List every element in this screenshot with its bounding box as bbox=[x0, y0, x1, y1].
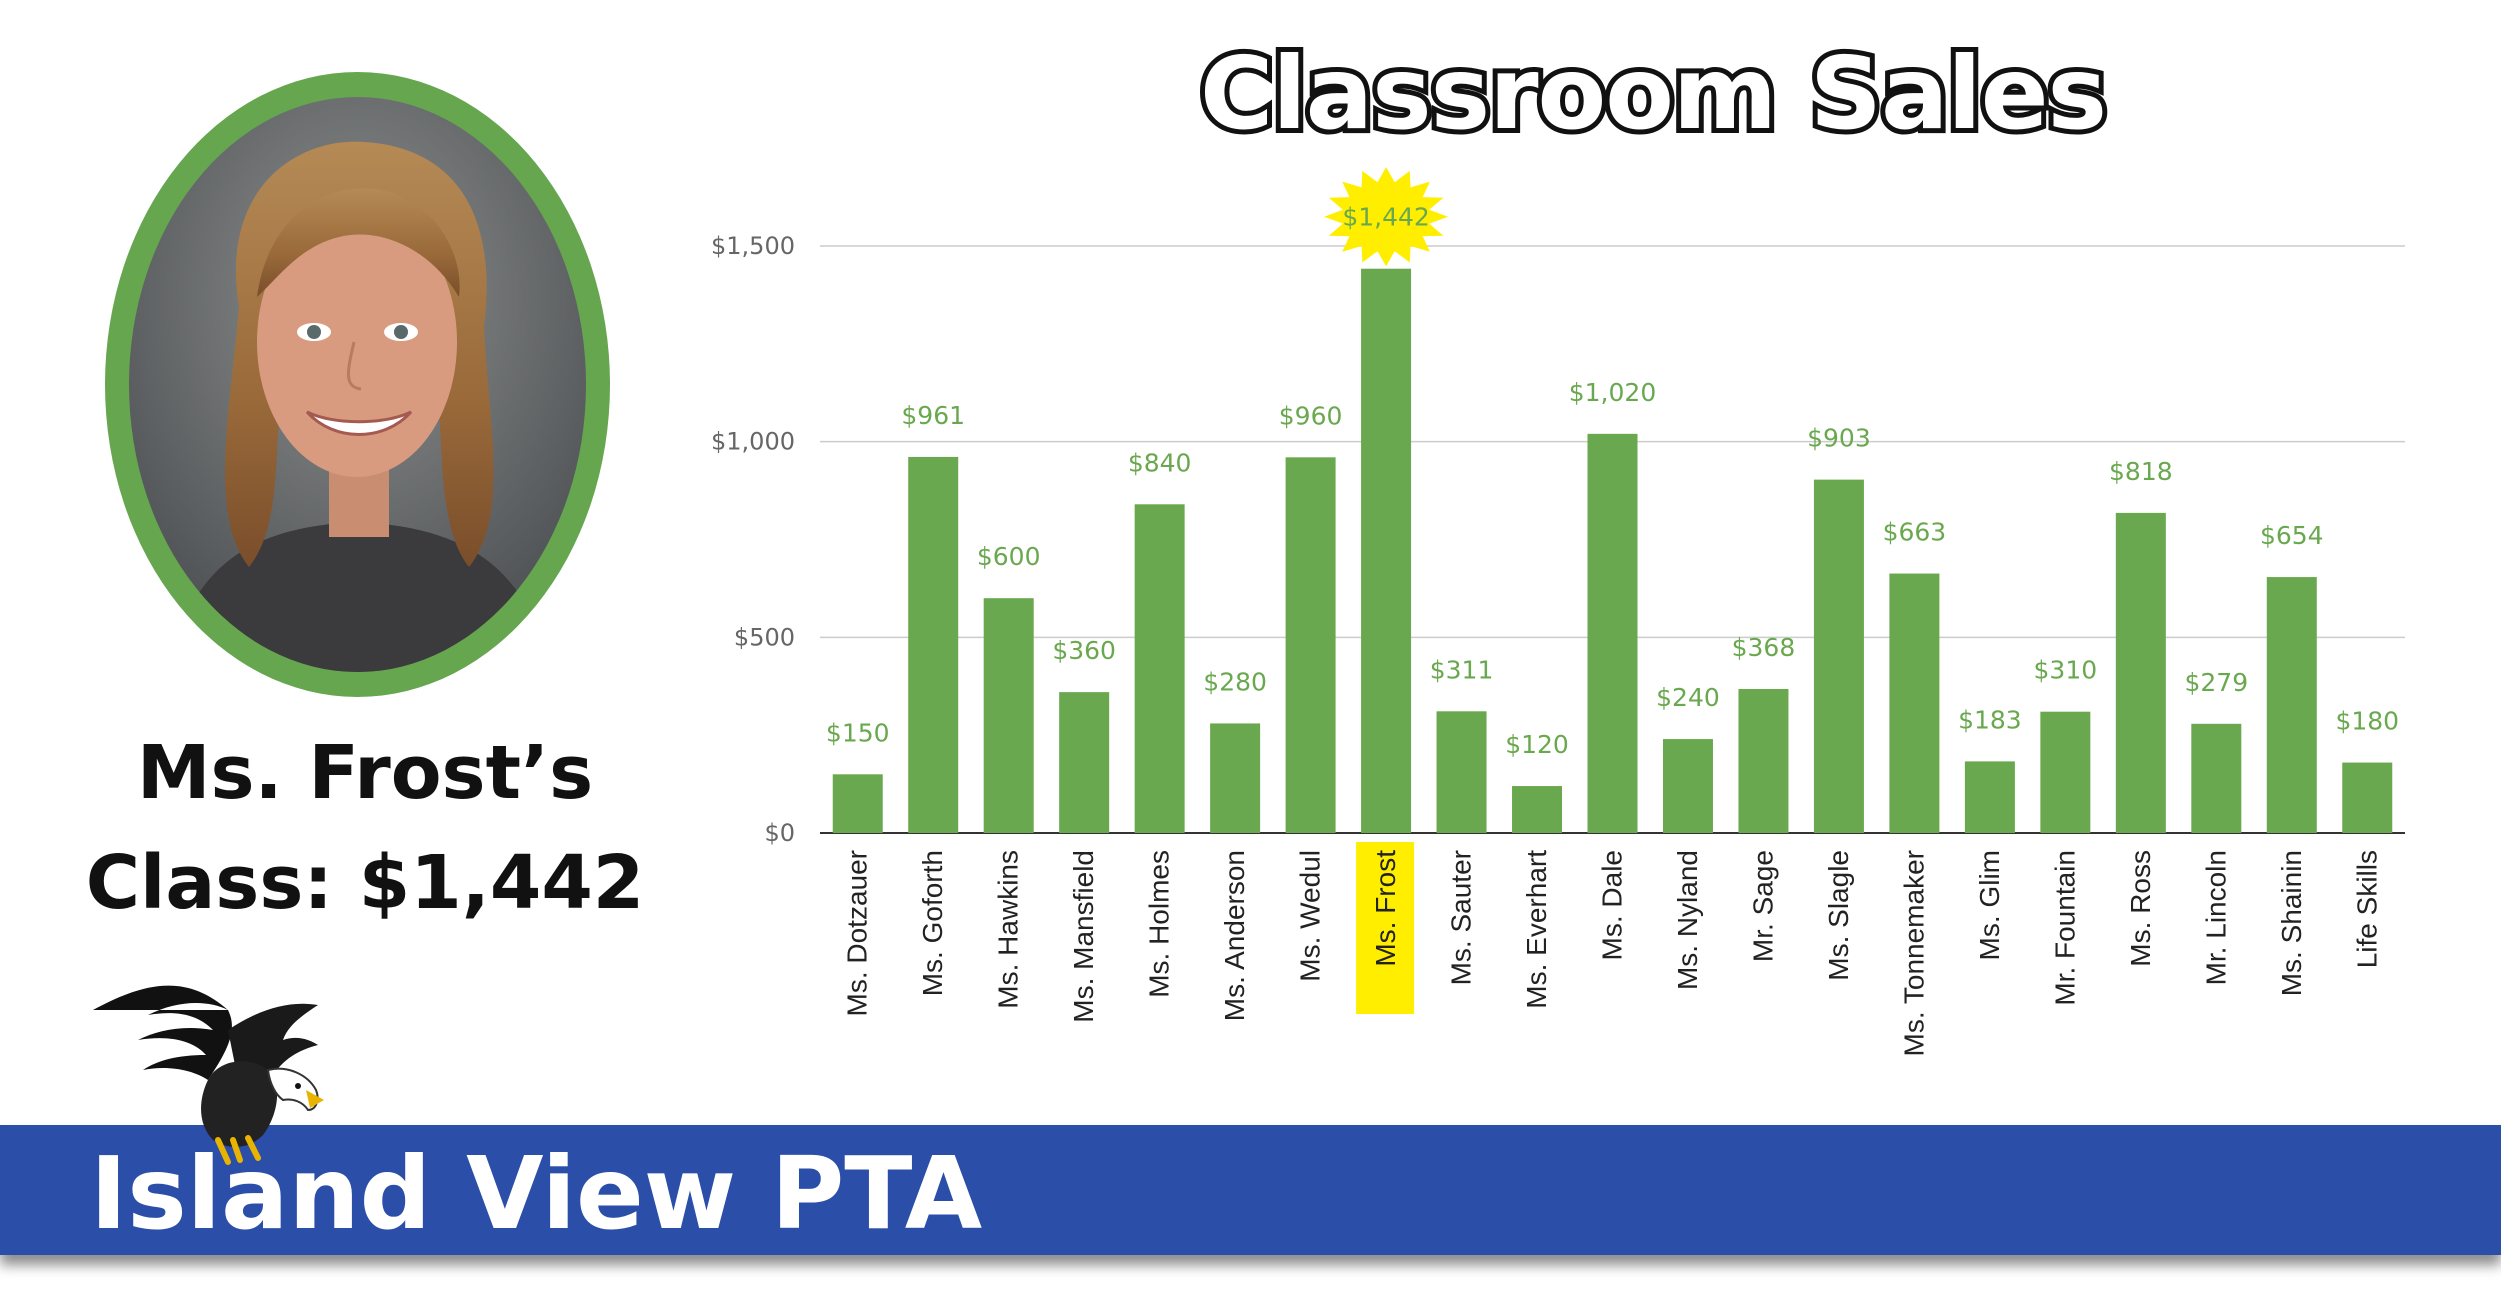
value-label: $600 bbox=[977, 542, 1041, 571]
value-label: $310 bbox=[2034, 656, 2098, 685]
bar bbox=[1813, 479, 1864, 833]
bar bbox=[1587, 433, 1638, 833]
bar bbox=[1134, 504, 1185, 833]
bar bbox=[832, 774, 883, 833]
value-label: $180 bbox=[2335, 707, 2399, 736]
y-tick-label: $1,000 bbox=[711, 428, 795, 456]
value-label: $183 bbox=[1958, 705, 2022, 734]
x-tick-label: Ms. Nyland bbox=[1672, 850, 1703, 990]
value-label: $663 bbox=[1883, 518, 1947, 547]
value-label: $1,442 bbox=[1342, 203, 1429, 232]
value-label: $840 bbox=[1128, 448, 1192, 477]
bar bbox=[2342, 762, 2393, 833]
value-label: $654 bbox=[2260, 521, 2324, 550]
x-tick-label: Ms. Holmes bbox=[1144, 850, 1175, 998]
value-label: $240 bbox=[1656, 683, 1720, 712]
value-label: $279 bbox=[2184, 668, 2248, 697]
value-label: $1,020 bbox=[1569, 378, 1656, 407]
x-tick-label: Ms. Dale bbox=[1597, 850, 1628, 960]
y-axis-ticks: $0 $500 $1,000 $1,500 bbox=[711, 232, 795, 847]
value-label: $311 bbox=[1430, 655, 1494, 684]
x-tick-label: Ms. Everhart bbox=[1521, 850, 1552, 1009]
bar bbox=[2040, 711, 2091, 833]
featured-caption-line1: Ms. Frost’s bbox=[136, 730, 594, 816]
value-label: $960 bbox=[1279, 401, 1343, 430]
x-tick-label: Ms. Frost bbox=[1370, 850, 1401, 967]
highlight-starburst bbox=[1324, 167, 1449, 267]
x-tick-label: Ms. Ross bbox=[2125, 850, 2156, 967]
value-label: $360 bbox=[1052, 636, 1116, 665]
x-tick-label: Ms. Wedul bbox=[1295, 850, 1326, 982]
bar bbox=[1512, 786, 1563, 833]
x-tick-label: Ms. Mansfield bbox=[1068, 850, 1099, 1023]
bar bbox=[1285, 457, 1336, 833]
value-label: $280 bbox=[1203, 667, 1267, 696]
bars bbox=[832, 268, 2393, 833]
value-label: $961 bbox=[901, 401, 965, 430]
chart-title: Classroom Sales bbox=[1195, 30, 2112, 157]
x-tick-label: Ms. Anderson bbox=[1219, 850, 1250, 1021]
x-tick-label: Ms. Shainin bbox=[2276, 850, 2307, 996]
teacher-portrait bbox=[129, 97, 586, 672]
bar bbox=[2115, 512, 2166, 833]
x-tick-label: Mr. Lincoln bbox=[2200, 850, 2231, 985]
value-label: $903 bbox=[1807, 424, 1871, 453]
x-tick-label: Mr. Sage bbox=[1747, 850, 1778, 962]
value-label: $150 bbox=[826, 718, 890, 747]
bar bbox=[2191, 723, 2242, 833]
highlight-box bbox=[1356, 842, 1415, 1014]
footer-banner: Island View PTA bbox=[0, 1125, 2501, 1255]
x-tick-label: Ms. Slagle bbox=[1823, 850, 1854, 981]
value-label: $818 bbox=[2109, 457, 2173, 486]
value-label: $368 bbox=[1732, 633, 1796, 662]
bar bbox=[1738, 688, 1789, 833]
bar bbox=[1436, 711, 1487, 833]
bar bbox=[1361, 268, 1412, 833]
featured-caption-line2: Class: $1,442 bbox=[85, 840, 645, 926]
bar bbox=[1889, 573, 1940, 833]
x-tick-label: Ms. Sauter bbox=[1446, 850, 1477, 985]
x-tick-label: Ms. Glim bbox=[1974, 850, 2005, 960]
x-tick-label: Ms. Hawkins bbox=[993, 850, 1024, 1009]
eagle-mascot-icon bbox=[93, 985, 324, 1165]
bar bbox=[1964, 761, 2015, 833]
x-axis-ticks: Ms. Dotzauer Ms. Goforth Ms. Hawkins Ms. Ma… bbox=[842, 850, 2383, 1057]
x-tick-label: Ms. Goforth bbox=[917, 850, 948, 996]
bar bbox=[1059, 692, 1110, 833]
y-tick-label: $500 bbox=[734, 623, 795, 651]
value-labels: $150 $961 $600 $360 $840 $280 $960 $1,442 $311 $1… bbox=[826, 203, 2399, 759]
x-tick-label: Ms. Tonnemaker bbox=[1898, 850, 1929, 1056]
highlight-layer bbox=[1324, 167, 1449, 1014]
bar bbox=[983, 598, 1034, 833]
bar bbox=[1210, 723, 1261, 833]
y-tick-label: $0 bbox=[764, 819, 795, 847]
y-tick-label: $1,500 bbox=[711, 232, 795, 260]
bar bbox=[1662, 739, 1713, 833]
x-tick-label: Life Skills bbox=[2351, 850, 2382, 968]
bar bbox=[908, 456, 959, 833]
x-tick-label: Mr. Fountain bbox=[2049, 850, 2080, 1006]
bar bbox=[2266, 577, 2317, 833]
value-label: $120 bbox=[1505, 730, 1569, 759]
bar-chart: $150 $961 $600 $360 $840 $280 $960 $1,442 $311 $1… bbox=[711, 167, 2405, 1057]
x-tick-label: Ms. Dotzauer bbox=[842, 850, 873, 1017]
